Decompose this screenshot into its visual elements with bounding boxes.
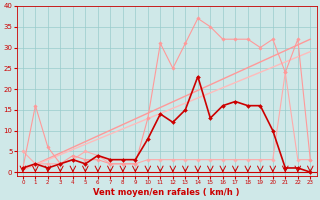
X-axis label: Vent moyen/en rafales ( km/h ): Vent moyen/en rafales ( km/h ) <box>93 188 240 197</box>
